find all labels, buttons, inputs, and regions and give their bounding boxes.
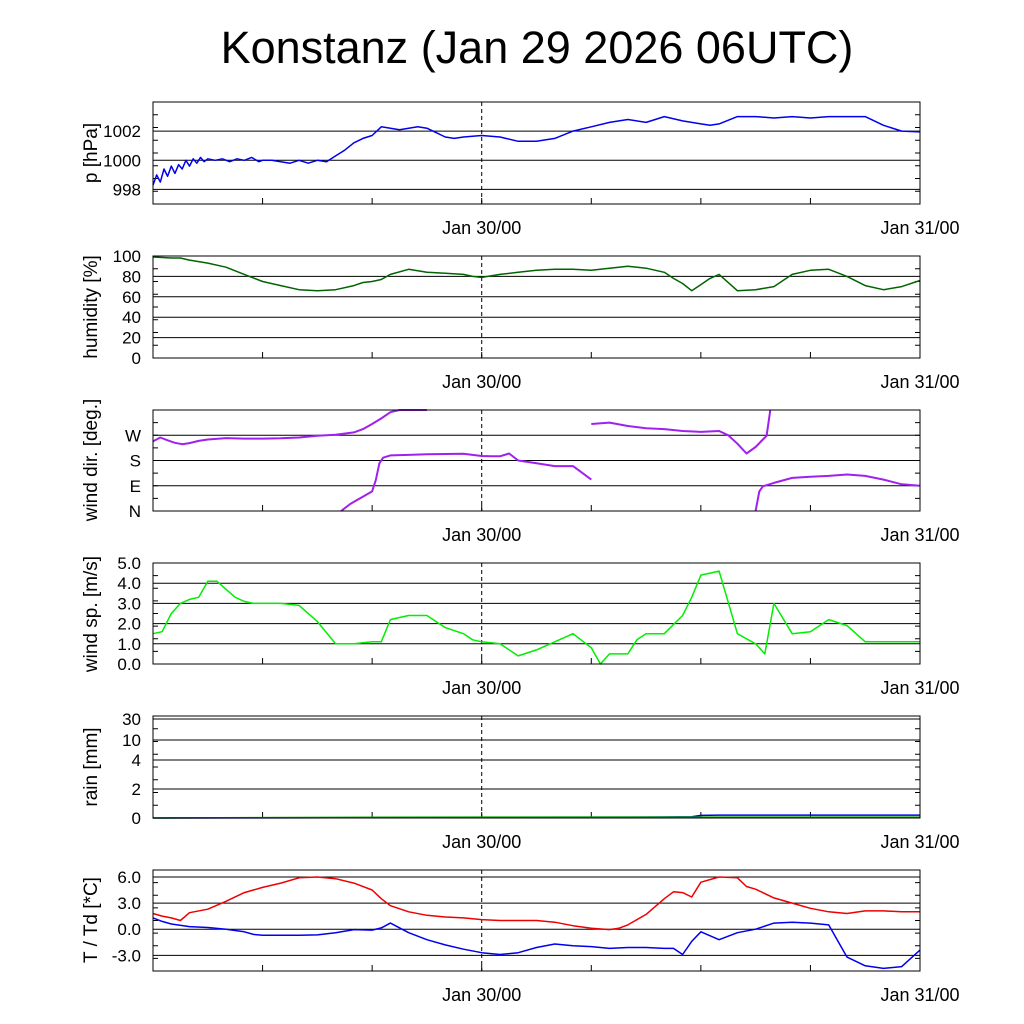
ytick-label-wind_speed: 0.0 (117, 655, 141, 674)
series-dir_c (591, 409, 772, 455)
ytick-label-pressure: 1002 (103, 122, 141, 141)
ytick-label-humidity: 40 (122, 308, 141, 327)
plot-frame-temperature (152, 869, 921, 972)
series-Td (152, 917, 921, 970)
ylabel-wind_direction: wind dir. [deg.] (81, 399, 102, 523)
ytick-label-humidity: 0 (132, 349, 141, 368)
panel-wind_speed: 0.01.02.0 3.04.05.0 wind sp. [m/s] Jan 30/0… (81, 554, 960, 698)
ytick-label-temperature: 3.0 (117, 894, 141, 913)
series-p (152, 115, 921, 186)
ytick-label-rain: 4 (132, 751, 141, 770)
ytick-label-wind_direction: N (129, 502, 141, 521)
xtick-label: Jan 31/00 (880, 372, 959, 392)
chart-title: Konstanz (Jan 29 2026 06UTC) (220, 22, 854, 73)
ytick-label-wind_direction: W (125, 426, 141, 445)
xtick-label: Jan 30/00 (442, 985, 521, 1005)
xtick-label: Jan 30/00 (442, 832, 521, 852)
xtick-label: Jan 30/00 (442, 678, 521, 698)
ylabel-temperature: T / Td [*C] (81, 877, 102, 963)
panel-temperature: -3.0 0.0 3.0 6.0 T / Td [*C] Jan 30/00 Jan 31/… (81, 868, 960, 1005)
series-rain_green (152, 816, 920, 819)
plot-frame-humidity (152, 255, 921, 359)
plot-frame-rain (152, 715, 921, 819)
ytick-label-temperature: -3.0 (112, 946, 141, 965)
xtick-label: Jan 31/00 (880, 218, 959, 238)
ylabel-humidity: humidity [%] (81, 255, 102, 358)
series-T (152, 876, 920, 931)
xtick-label: Jan 30/00 (442, 372, 521, 392)
series-ff (152, 570, 920, 665)
ytick-label-pressure: 1000 (103, 151, 141, 170)
panel-rain: 0 2 410 30 rain [mm] Jan 30/00 Jan 31/00 (81, 710, 960, 852)
ytick-label-rain: 10 (122, 731, 141, 750)
ytick-label-rain: 30 (122, 710, 141, 729)
ytick-label-pressure: 998 (113, 180, 141, 199)
ytick-label-humidity: 100 (113, 247, 141, 266)
ytick-label-humidity: 60 (122, 288, 141, 307)
ytick-label-temperature: 6.0 (117, 868, 141, 887)
ytick-label-rain: 2 (132, 780, 141, 799)
xtick-label: Jan 30/00 (442, 218, 521, 238)
ytick-label-humidity: 20 (122, 329, 141, 348)
series-rh (152, 256, 921, 292)
ytick-label-temperature: 0.0 (117, 920, 141, 939)
plot-frame-wind_speed (152, 562, 921, 665)
series-dir_a (152, 409, 427, 446)
ylabel-rain: rain [mm] (81, 727, 102, 806)
ytick-label-rain: 0 (132, 809, 141, 828)
ytick-label-wind_speed: 5.0 (117, 554, 141, 573)
ytick-label-wind_speed: 3.0 (117, 594, 141, 613)
xtick-label: Jan 30/00 (442, 525, 521, 545)
xtick-label: Jan 31/00 (880, 832, 959, 852)
series-dir_b (340, 452, 592, 512)
plot-frame-wind_direction (152, 409, 921, 512)
plot-frame-pressure (152, 101, 921, 205)
ytick-label-humidity: 80 (122, 267, 141, 286)
xtick-label: Jan 31/00 (880, 985, 959, 1005)
series-dir_d (754, 473, 921, 512)
ytick-label-wind_speed: 2.0 (117, 615, 141, 634)
ylabel-wind_speed: wind sp. [m/s] (81, 556, 102, 673)
ytick-label-wind_speed: 1.0 (117, 635, 141, 654)
xtick-label: Jan 31/00 (880, 525, 959, 545)
xtick-label: Jan 31/00 (880, 678, 959, 698)
ytick-label-wind_speed: 4.0 (117, 574, 141, 593)
ytick-label-wind_direction: S (130, 452, 141, 471)
ytick-label-wind_direction: E (130, 477, 141, 496)
ylabel-pressure: p [hPa] (81, 123, 102, 183)
